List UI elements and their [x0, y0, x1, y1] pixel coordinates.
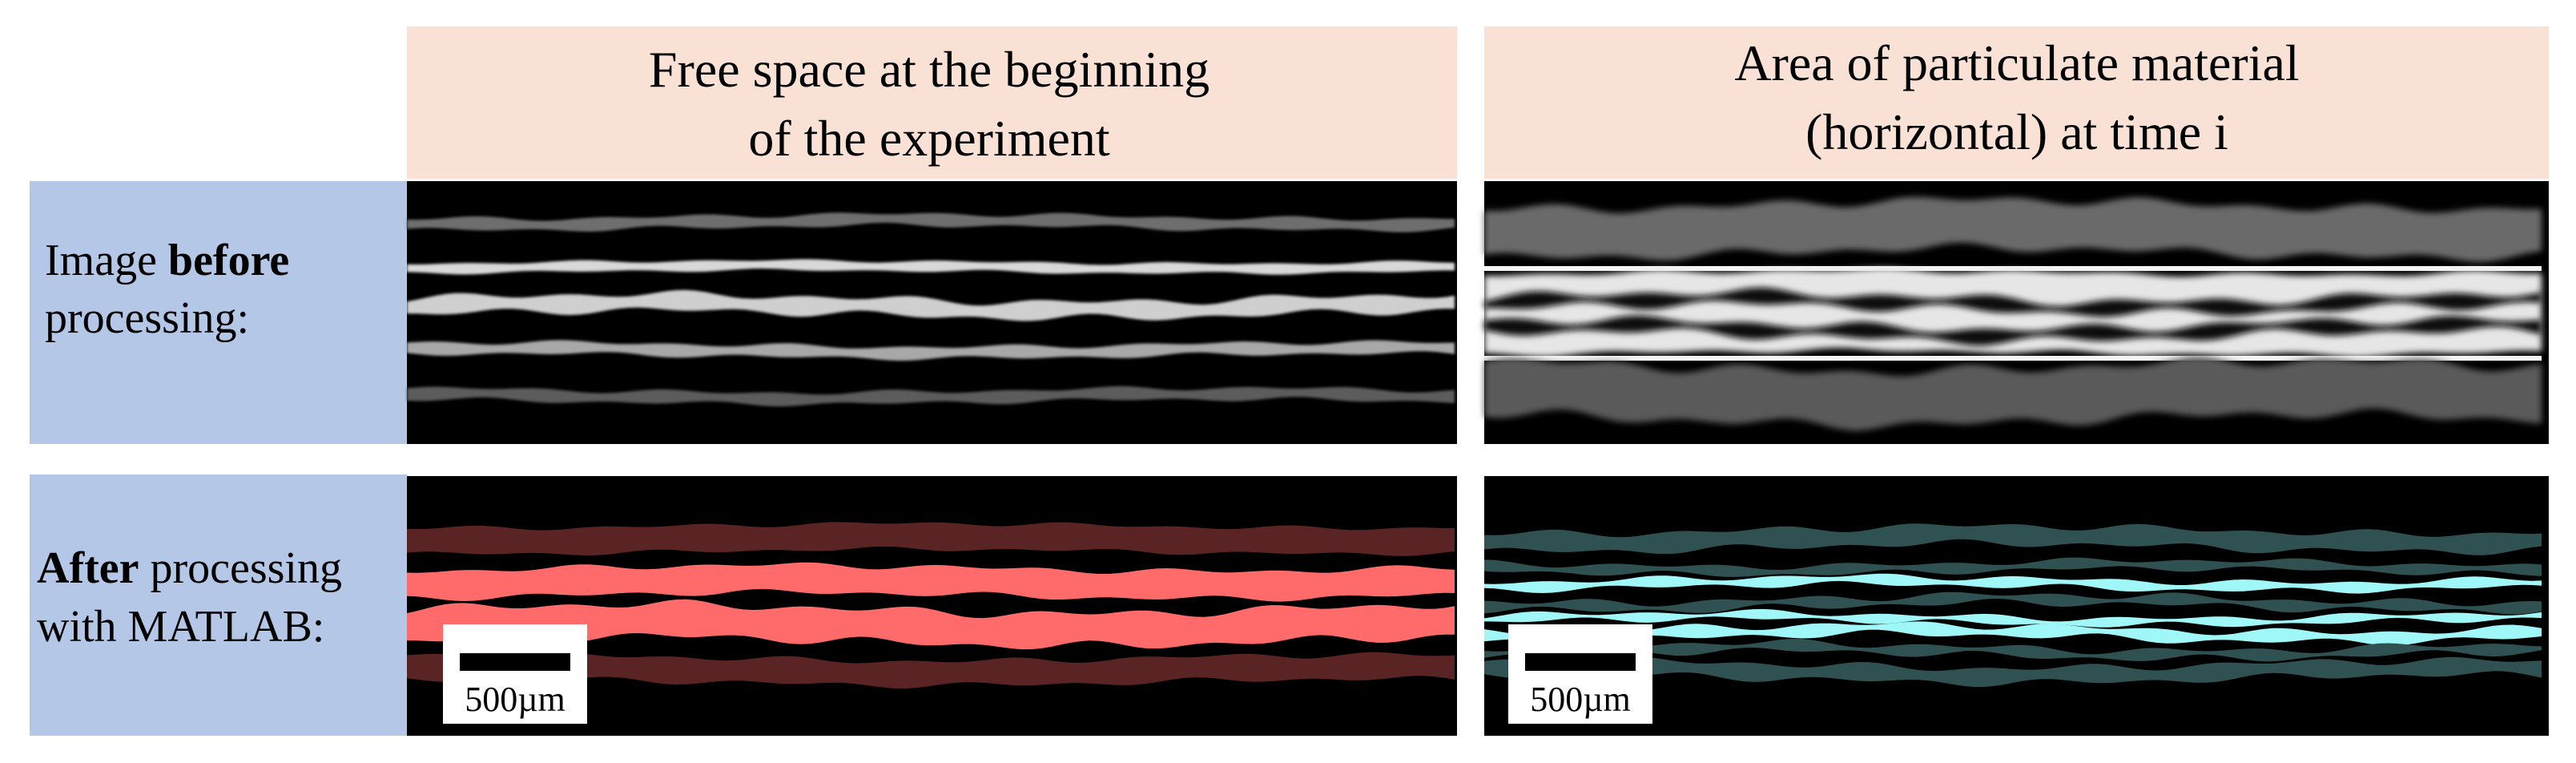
column-header: Free space at the beginning [649, 41, 1210, 98]
image-band [1484, 621, 2542, 646]
image-band [1484, 356, 2542, 361]
scale-bar-box [443, 624, 587, 724]
row-label: Image before [45, 236, 289, 285]
image-band [407, 340, 1455, 361]
scale-bar-label: 500µm [1530, 680, 1631, 719]
row-label-part: with MATLAB: [37, 602, 324, 652]
image-band [407, 289, 1455, 321]
image-band [1484, 608, 2542, 628]
row-label-bg [30, 181, 407, 444]
image-band [1484, 591, 2542, 615]
column-header: (horizontal) at time i [1805, 103, 2228, 160]
image-band [1484, 315, 2542, 346]
micrograph [1484, 181, 2549, 444]
image-band [1484, 639, 2542, 662]
processed-image [407, 476, 1457, 736]
image-band [407, 652, 1455, 689]
scale-bar: 500µm [1508, 624, 1652, 724]
row-label-part: processing [139, 543, 342, 593]
processed-image [1484, 476, 2549, 736]
row-label-part: Image [45, 236, 168, 285]
image-band [407, 599, 1455, 650]
image-band [1484, 557, 2542, 577]
scale-bar-label: 500µm [465, 680, 566, 719]
image-band [407, 386, 1455, 407]
image-band [1484, 573, 2542, 594]
image-band [407, 562, 1455, 602]
column-header: of the experiment [748, 110, 1110, 167]
image-band [1484, 287, 2542, 317]
image-band [1484, 196, 2542, 262]
column-header-bg [407, 26, 1457, 179]
micrograph [407, 181, 1457, 444]
row-label-bg [30, 474, 407, 736]
scale-bar: 500µm [443, 624, 587, 724]
row-label-part: After [37, 543, 139, 593]
image-band [1484, 523, 2542, 555]
row-label: with MATLAB: [37, 602, 324, 652]
image-band [407, 522, 1455, 556]
image-band [1484, 656, 2542, 688]
scale-bar-line [460, 653, 570, 671]
image-band [1484, 266, 2542, 271]
column-header-bg [1484, 26, 2549, 179]
scale-bar-box [1508, 624, 1652, 724]
column-header: Area of particulate material [1734, 34, 2299, 91]
image-band [407, 212, 1455, 232]
row-label: processing: [45, 293, 249, 343]
row-label: After processing [37, 543, 342, 593]
scale-bar-line [1525, 653, 1636, 671]
row-label-part: processing: [45, 293, 249, 343]
image-band [407, 259, 1455, 275]
row-label-part: before [168, 236, 289, 285]
image-band [1484, 356, 2542, 431]
